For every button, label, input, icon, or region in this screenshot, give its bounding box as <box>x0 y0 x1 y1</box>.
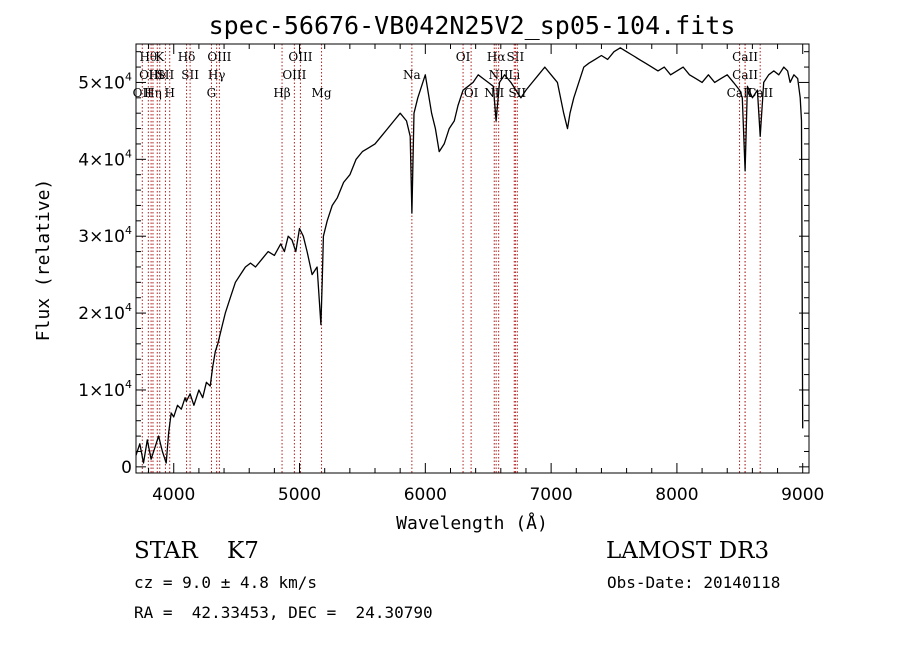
line-marker-label: OI <box>456 50 471 64</box>
x-tick-label: 7000 <box>529 485 572 505</box>
series-layer <box>135 47 804 464</box>
y-tick-label: 5×104 <box>78 70 132 93</box>
line-marker-label: CaII <box>732 50 758 64</box>
line-marker-label: CaII <box>747 86 773 100</box>
line-marker-label: OIII <box>282 68 306 82</box>
line-marker-label: OIII <box>207 50 231 64</box>
x-tick-label: 5000 <box>278 485 321 505</box>
line-marker-label: Hβ <box>273 86 290 100</box>
line-marker-label: He <box>148 68 166 82</box>
y-tick-label: 2×104 <box>78 301 132 324</box>
chart-title: spec-56676-VB042N25V2_sp05-104.fits <box>209 11 736 40</box>
x-axis-label: Wavelength (Å) <box>396 512 548 534</box>
line-marker-label: OII <box>133 86 153 100</box>
line-marker-label: Li <box>508 68 520 82</box>
y-axis-label: Flux (relative) <box>33 179 54 342</box>
line-marker-label: Hα <box>487 50 506 64</box>
x-tick-label: 8000 <box>655 485 698 505</box>
spectrum-line-0 <box>135 47 804 464</box>
y-tick-label: 1×104 <box>78 378 132 401</box>
line-marker-label: H <box>164 86 174 100</box>
line-marker-label: Hθ <box>139 50 157 64</box>
y-axis: 0 1×104 2×104 3×104 4×104 5×104 <box>78 51 809 478</box>
line-marker-label: OIII <box>139 68 163 82</box>
plot-frame <box>135 43 810 474</box>
line-marker-label: Hδ <box>178 50 196 64</box>
line-marker-label: NII <box>489 68 509 82</box>
survey-name: LAMOST DR3 <box>606 538 770 564</box>
line-marker-label: OIII <box>288 50 312 64</box>
line-marker-label: Hγ <box>208 68 226 82</box>
y-tick-label: 3×104 <box>78 224 132 247</box>
line-marker-label: SII <box>181 68 199 82</box>
x-tick-label: 4000 <box>152 485 195 505</box>
y-tick-label: 4×104 <box>78 147 132 170</box>
line-marker-label: G <box>207 86 217 100</box>
line-marker-label: CaII <box>732 68 758 82</box>
object-class-text: STAR K7 <box>134 538 259 564</box>
coordinates-text: RA = 42.33453, DEC = 24.30790 <box>134 603 433 622</box>
x-tick-label: 6000 <box>404 485 447 505</box>
line-marker-label: SII <box>157 68 175 82</box>
observation-date: Obs-Date: 20140118 <box>607 573 781 592</box>
line-marker-label: SII <box>507 50 525 64</box>
line-markers-layer: OIIHθOIIIHηHeKSIIHHδSIIGHγOIIIHβOIIIOIII… <box>133 44 773 473</box>
x-axis: 4000 5000 6000 7000 8000 9000 <box>148 44 824 505</box>
redshift-text: cz = 9.0 ± 4.8 km/s <box>134 573 318 592</box>
line-marker-label: K <box>155 50 165 64</box>
line-marker-label: Mg <box>312 86 332 100</box>
y-tick-label: 0 <box>121 458 132 478</box>
line-marker-label: OI <box>464 86 479 100</box>
line-marker-label: CaII <box>727 86 753 100</box>
x-tick-label: 9000 <box>781 485 824 505</box>
line-marker-label: Na <box>403 68 421 82</box>
line-marker-label: Hη <box>144 86 162 100</box>
